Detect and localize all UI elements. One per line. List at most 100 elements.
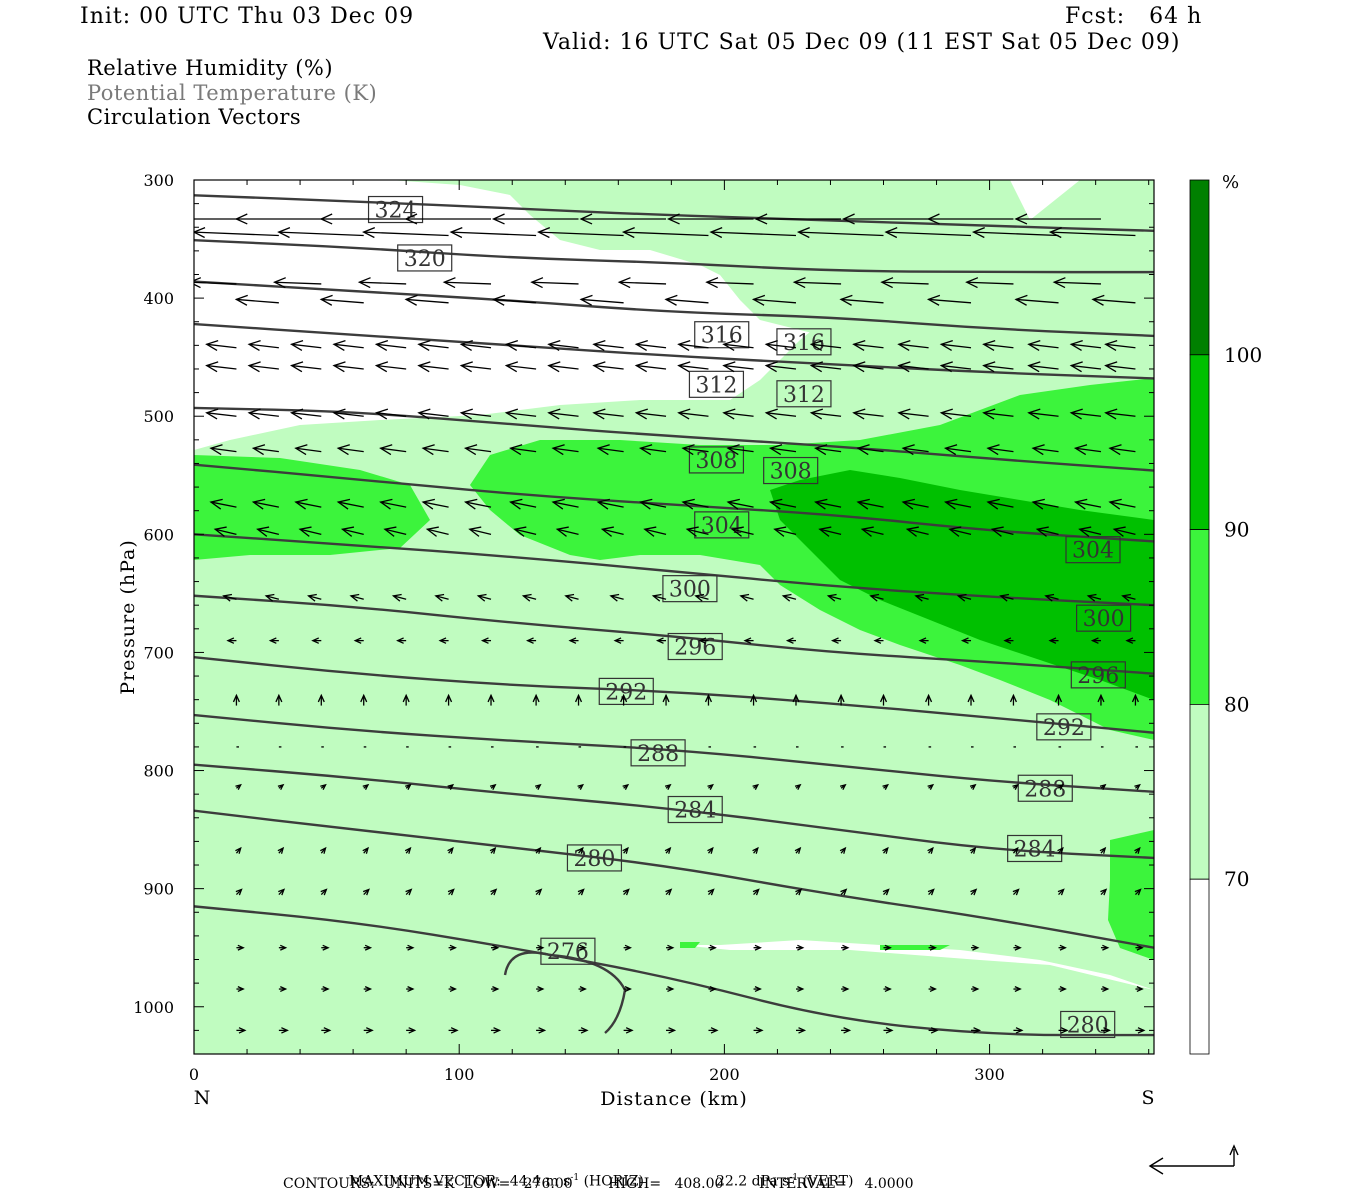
vector-arrow (880, 277, 929, 289)
vector-arrow (1100, 1027, 1112, 1034)
vector-arrow (209, 498, 237, 510)
vector-arrow (277, 846, 285, 854)
vector-arrow (1100, 944, 1110, 951)
vector-arrow (311, 637, 322, 644)
vector-arrow (830, 637, 842, 644)
vector-arrow (504, 408, 537, 420)
vector-arrow (396, 637, 407, 644)
theta-contour-276 (194, 905, 1154, 1037)
vector-arrow (609, 593, 624, 602)
vector-arrow (264, 593, 280, 602)
vector-arrow (278, 986, 288, 993)
vector-arrow (694, 593, 709, 602)
y-tick-label: 900 (143, 880, 174, 899)
vector-arrow (1069, 361, 1102, 373)
vector-arrow (773, 526, 797, 537)
vector-arrow (1014, 213, 1101, 225)
vector-arrow (730, 526, 754, 537)
vector-arrow (434, 593, 449, 602)
vector-arrow (796, 227, 884, 239)
vector-arrow (1058, 944, 1067, 951)
vector-arrow (504, 361, 537, 373)
vector-arrow (884, 227, 972, 239)
vector-arrow (901, 444, 929, 456)
vector-arrow (925, 693, 933, 706)
vector-arrow (577, 846, 584, 854)
vector-arrow (664, 294, 709, 306)
vector-arrow (319, 213, 407, 225)
vector-arrow (883, 1027, 894, 1034)
theta-contour-304 (194, 463, 1154, 543)
vector-arrow (459, 361, 492, 373)
vector-arrow (764, 408, 797, 420)
vector-arrow (374, 340, 407, 352)
max-vector-vert-tag: (VERT) (798, 1173, 854, 1190)
contour-label-300: 300 (1076, 604, 1132, 632)
vector-arrow (1058, 1027, 1069, 1034)
vector-arrow (374, 408, 407, 420)
vector-arrow (943, 444, 972, 456)
colorbar-level-label: 100 (1224, 343, 1262, 367)
init-time: Init: 00 UTC Thu 03 Dec 09 (80, 4, 415, 29)
theta-contour-316 (194, 280, 1154, 338)
vector-arrow (927, 783, 935, 790)
vector-arrow (926, 294, 972, 306)
vector-arrow (1069, 340, 1102, 352)
reference-vector-icon (1148, 1144, 1239, 1175)
vector-arrow (971, 944, 980, 951)
vector-arrow (1099, 846, 1107, 854)
vector-arrow (1135, 1027, 1146, 1034)
vector-arrow (704, 693, 713, 706)
vector-arrow (547, 408, 579, 420)
vector-arrow (532, 693, 540, 706)
contour-label-312: 312 (688, 370, 745, 398)
vector-arrow (1078, 526, 1102, 537)
vector-arrow (926, 213, 1014, 225)
max-vector-horiz-tag: (HORIZ) (579, 1173, 644, 1190)
vector-arrow (277, 227, 364, 239)
vector-arrow (617, 277, 667, 289)
vector-arrow (726, 444, 754, 456)
vector-arrow (491, 1027, 502, 1034)
vector-arrow (768, 498, 797, 510)
vector-arrow (1134, 846, 1141, 854)
vector-arrow (404, 294, 449, 306)
vector-arrow (1073, 444, 1102, 456)
vector-arrow (1086, 593, 1102, 602)
vector-arrow (1035, 526, 1059, 537)
vector-arrow (809, 408, 842, 420)
theta-contour-292 (194, 655, 1154, 734)
vector-arrow (317, 693, 325, 706)
vector-arrow (839, 783, 847, 790)
vector-arrow (897, 340, 929, 352)
vector-arrow (707, 888, 715, 896)
vector-arrow (1104, 408, 1136, 420)
vector-arrow (504, 340, 537, 352)
theta-contour-296 (194, 594, 1154, 675)
colorbar-swatch (1189, 878, 1210, 1055)
vector-arrow (551, 444, 579, 456)
vector-arrow (882, 783, 889, 790)
vector-arrow (839, 294, 884, 306)
vector-arrow (638, 498, 667, 510)
vector-arrow (708, 944, 717, 951)
vector-arrow (489, 783, 497, 790)
axis-labels: 300 400 500 600 700 800 900 1000 0 100 200 300 N S Dis… (117, 171, 1155, 1110)
vector-arrow (449, 227, 537, 239)
vector-arrow (577, 888, 585, 896)
title-theta: Potential Temperature (K) (87, 81, 378, 105)
svg-text:276: 276 (547, 940, 589, 965)
vector-arrow (363, 986, 373, 993)
vector-arrow (235, 846, 242, 854)
vector-arrow (965, 277, 1014, 289)
vector-arrow (320, 783, 327, 790)
vector-arrow (568, 637, 579, 644)
vector-arrow (321, 1027, 332, 1034)
contour-label-280: 280 (1060, 1010, 1116, 1038)
forecast-hour: Fcst: 64 h (1065, 4, 1203, 29)
vector-arrow (336, 444, 364, 456)
vector-arrow (278, 944, 288, 951)
vector-arrow (751, 294, 797, 306)
vector-arrow (600, 526, 624, 537)
vector-arrow (391, 593, 407, 602)
